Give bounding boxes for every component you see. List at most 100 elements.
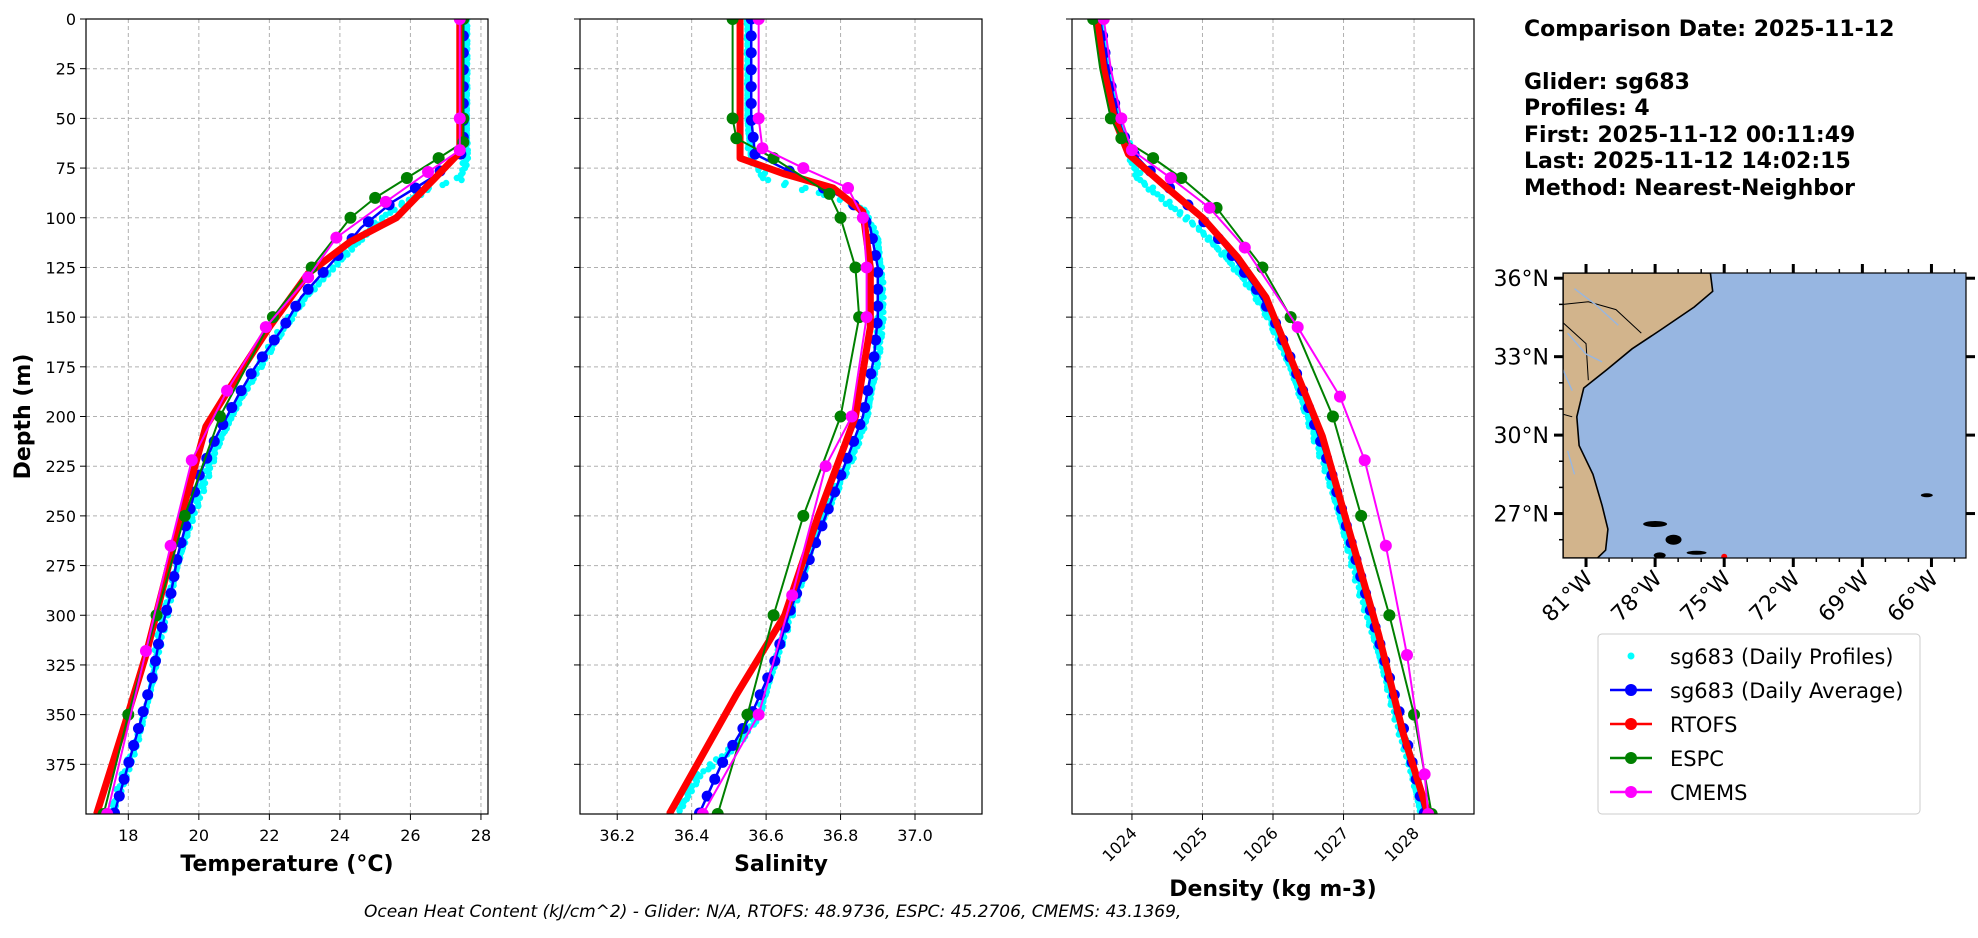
profile-point: [700, 768, 707, 775]
y-tick-label: 25: [56, 60, 76, 79]
profile-point: [780, 181, 788, 189]
series-marker: [280, 317, 292, 329]
info-block: Comparison Date: 2025-11-12 Glider: sg68…: [1524, 17, 1894, 201]
profile-point: [329, 266, 337, 273]
profile-panels: 0 25 50 75 100 125 150 175 200 225 250 275 300 325 350…: [11, 10, 1475, 902]
series-marker: [302, 271, 315, 284]
series-marker: [696, 808, 709, 814]
series-marker: [149, 655, 161, 667]
series-marker: [1203, 201, 1216, 214]
legend-swatch: [1625, 718, 1637, 730]
series-marker: [845, 410, 858, 423]
series-marker: [1418, 768, 1431, 781]
y-tick-label: 175: [45, 358, 76, 377]
series-marker: [142, 689, 154, 701]
series-marker: [745, 81, 757, 93]
method: Method: Nearest-Neighbor: [1524, 176, 1855, 201]
series-marker: [860, 261, 873, 274]
lat-tick-label: 36°N: [1494, 267, 1549, 292]
profile-point: [1137, 169, 1144, 177]
series-marker: [185, 454, 198, 467]
series-marker: [745, 30, 757, 42]
profile-point: [458, 176, 465, 184]
x-tick-label: 20: [189, 826, 209, 845]
island: [1686, 550, 1707, 555]
comparison-date: Comparison Date: 2025-11-12: [1524, 17, 1894, 42]
series-espc: [97, 19, 470, 814]
x-axis-label: Density (kg m-3): [1169, 877, 1377, 902]
series-marker: [1291, 363, 1298, 370]
profile-point: [705, 766, 712, 773]
series-marker: [400, 172, 413, 184]
profile-point: [1189, 221, 1197, 228]
grid: [1072, 18, 1474, 814]
series-marker: [745, 64, 757, 76]
series-group: [666, 19, 887, 814]
island: [1920, 493, 1933, 498]
series-marker: [856, 211, 869, 224]
series-marker: [1334, 390, 1346, 403]
series-marker: [221, 384, 234, 397]
series-marker: [1199, 214, 1206, 221]
y-tick-label: 200: [45, 408, 76, 427]
series-marker: [1164, 172, 1177, 184]
series-marker: [347, 238, 354, 245]
profile-count: Profiles: 4: [1524, 96, 1650, 121]
series-marker: [393, 214, 400, 221]
series-marker: [146, 672, 158, 684]
profile-point: [1162, 200, 1169, 208]
series-marker: [717, 756, 729, 768]
series-marker: [379, 195, 392, 208]
y-tick-label: 50: [56, 109, 76, 128]
profile-point: [1218, 251, 1225, 258]
series-marker: [737, 115, 744, 122]
series-marker: [870, 334, 882, 346]
series-marker: [726, 19, 739, 25]
profile-point: [696, 773, 704, 780]
profile-point: [301, 296, 308, 303]
series-marker: [871, 317, 883, 329]
series-marker: [1097, 19, 1110, 25]
series-marker: [161, 604, 173, 616]
profile-point: [195, 502, 202, 510]
series-marker: [123, 756, 135, 768]
legend-label: CMEMS: [1670, 781, 1748, 805]
profile-point: [1241, 276, 1248, 283]
series-marker: [834, 211, 847, 224]
river: [1566, 450, 1576, 475]
series-marker: [453, 112, 466, 125]
profile-point: [1204, 236, 1212, 243]
profile-point: [1158, 195, 1165, 203]
legend-label: sg683 (Daily Average): [1670, 679, 1903, 703]
series-marker: [872, 283, 884, 295]
y-tick-label: 225: [45, 457, 76, 476]
series-cmems: [101, 19, 466, 814]
profile-point: [764, 176, 772, 184]
series-marker: [745, 47, 757, 59]
series-marker: [1379, 539, 1392, 552]
series-marker: [317, 266, 329, 278]
series-marker: [1115, 112, 1128, 125]
profile-point: [798, 186, 806, 194]
river: [1567, 332, 1603, 363]
series-marker: [752, 19, 765, 25]
series-marker: [727, 739, 739, 751]
legend-swatch: [1625, 752, 1637, 764]
profile-point: [1176, 210, 1183, 218]
profile-point: [1200, 231, 1208, 238]
series-marker: [168, 570, 180, 582]
series-marker: [781, 171, 788, 178]
series-marker: [733, 691, 740, 698]
ocean-heat-content-footer: Ocean Heat Content (kJ/cm^2) - Glider: N…: [364, 902, 1181, 922]
legend: sg683 (Daily Profiles) sg683 (Daily Avera…: [1597, 633, 1921, 815]
profile-point: [348, 246, 356, 253]
series-marker: [834, 410, 847, 423]
island: [1653, 552, 1666, 558]
y-tick-label: 150: [45, 308, 76, 327]
island: [1643, 521, 1668, 528]
profile-point: [200, 487, 208, 495]
series-marker: [819, 460, 832, 473]
panel-1: 0 25 50 75 100 125 150 175 200 225 250 275 300 325 350…: [11, 10, 491, 877]
x-tick-label: 36.4: [674, 826, 710, 845]
y-tick-label: 300: [45, 606, 76, 625]
